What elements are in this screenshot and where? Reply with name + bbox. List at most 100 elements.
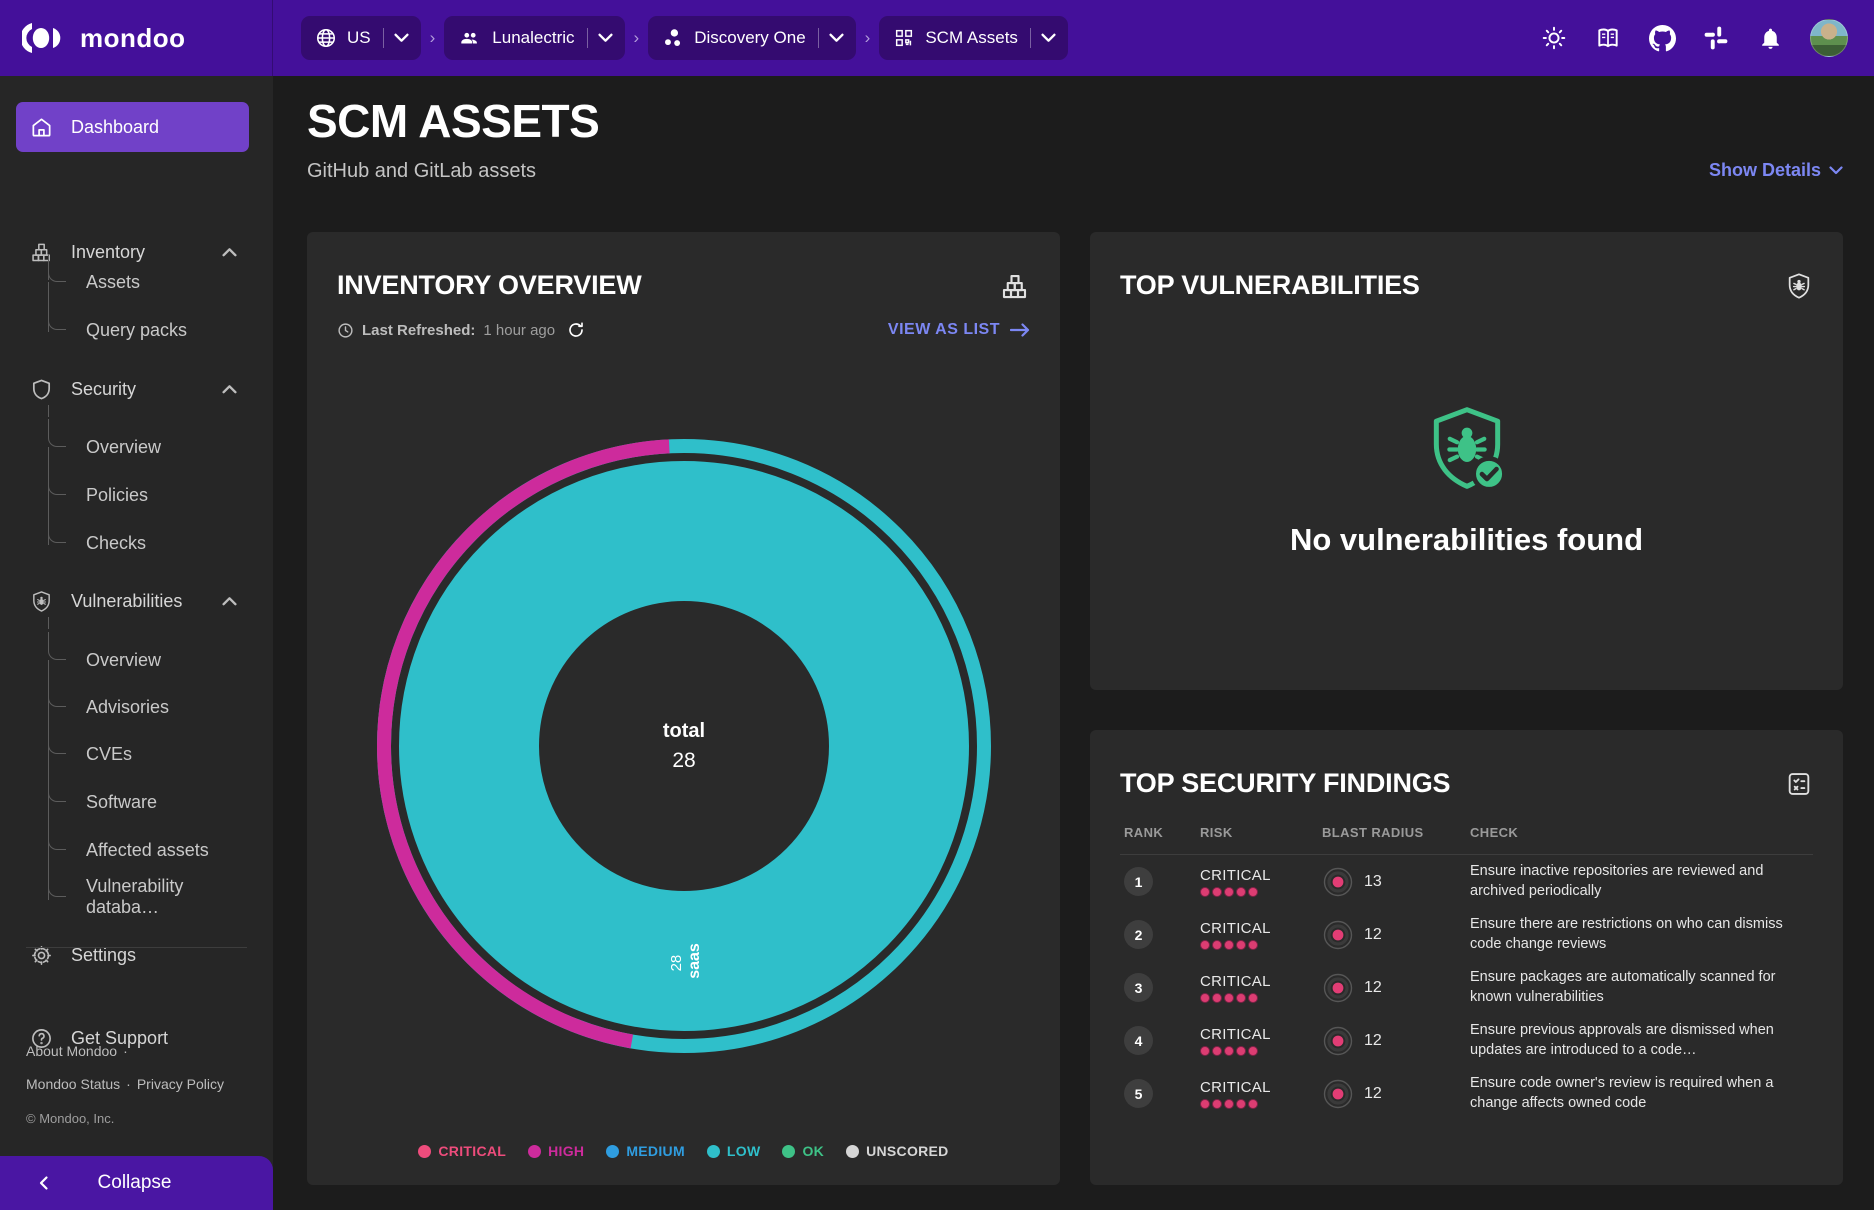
sidebar-item-inventory[interactable]: Inventory — [16, 228, 249, 280]
donut-center-label: total — [662, 720, 704, 742]
severity-dot — [1200, 939, 1210, 950]
check-description[interactable]: Ensure packages are automatically scanne… — [1470, 969, 1776, 1005]
column-header-blast-radius: BLAST RADIUS — [1322, 825, 1424, 840]
globe-icon — [315, 27, 337, 49]
sidebar-item-overview[interactable]: Overview — [16, 419, 249, 497]
notifications-bell-icon[interactable] — [1756, 24, 1784, 52]
page-subtitle: GitHub and GitLab assets — [307, 160, 537, 182]
tree-connector — [48, 679, 66, 707]
breadcrumb-chip-lunalectric[interactable]: Lunalectric — [444, 16, 625, 60]
blast-radius-value: 12 — [1364, 1031, 1382, 1049]
chevron-down-icon[interactable] — [829, 33, 844, 43]
sidebar-item-settings[interactable]: Settings — [16, 931, 249, 979]
legend-item-critical[interactable]: CRITICAL — [418, 1143, 506, 1159]
tree-connector — [48, 774, 66, 802]
sidebar-item-cves[interactable]: CVEs — [16, 726, 249, 804]
check-description[interactable]: Ensure code owner's review is required w… — [1470, 1075, 1774, 1111]
legend-dot — [706, 1144, 720, 1158]
severity-dot — [1224, 1045, 1234, 1056]
finding-row-2[interactable]: 2 CRITICAL 12 Ensure there are restrictions… — [1120, 908, 1813, 961]
breadcrumb-separator: › — [429, 28, 436, 47]
theme-toggle-icon[interactable] — [1540, 24, 1568, 52]
no-vulnerabilities-message: No vulnerabilities found — [1289, 522, 1644, 557]
docs-book-icon[interactable] — [1594, 24, 1622, 52]
chip-divider — [817, 28, 819, 48]
chevron-down-icon[interactable] — [597, 33, 613, 43]
severity-dot — [1248, 886, 1258, 897]
arrow-right-icon — [1010, 323, 1030, 337]
shield-icon — [30, 378, 53, 401]
risk-label: CRITICAL — [1200, 1025, 1271, 1043]
legend-item-unscored[interactable]: UNSCORED — [846, 1143, 949, 1159]
finding-row-1[interactable]: 1 CRITICAL 13 Ensure inactive repositories … — [1120, 855, 1813, 908]
inventory-boxes-icon — [1000, 271, 1030, 301]
tree-connector — [48, 869, 66, 897]
sidebar-item-vulnerabilities[interactable]: Vulnerabilities — [16, 577, 249, 629]
user-avatar[interactable] — [1810, 19, 1848, 57]
severity-dot — [1248, 1098, 1258, 1109]
help-icon — [30, 1027, 53, 1050]
breadcrumb-chip-scm-assets[interactable]: SCM Assets — [879, 16, 1068, 60]
chevron-down-icon[interactable] — [394, 33, 409, 43]
github-icon[interactable] — [1648, 24, 1676, 52]
sidebar-footer: About Mondoo · Mondoo Status · Privacy Polic… — [26, 1042, 226, 1127]
sidebar-item-get-support[interactable]: Get Support — [16, 1014, 249, 1062]
footer-link-mondoo-status[interactable]: Mondoo Status — [26, 1075, 121, 1092]
severity-dot — [1212, 886, 1222, 897]
sidebar-item-label: Settings — [71, 944, 137, 965]
check-description[interactable]: Ensure previous approvals are dismissed … — [1470, 1022, 1774, 1058]
sidebar-item-label: Dashboard — [71, 116, 160, 137]
sidebar-item-label: Query packs — [86, 319, 188, 340]
sidebar-item-label: Software — [86, 791, 158, 812]
legend-item-high[interactable]: HIGH — [528, 1143, 584, 1159]
refresh-icon[interactable] — [567, 321, 585, 339]
legend-item-ok[interactable]: OK — [782, 1143, 824, 1159]
check-description[interactable]: Ensure there are restrictions on who can… — [1470, 916, 1783, 952]
legend-label: CRITICAL — [438, 1143, 507, 1159]
no-vulnerabilities-state: No vulnerabilities found — [1090, 402, 1843, 558]
blast-radius-icon — [1322, 972, 1354, 1004]
footer-link-about-mondoo[interactable]: About Mondoo — [26, 1043, 118, 1059]
chevron-up-icon[interactable] — [222, 384, 237, 394]
blast-radius-value: 13 — [1364, 872, 1382, 890]
legend-item-low[interactable]: LOW — [706, 1143, 761, 1159]
legend-item-medium[interactable]: MEDIUM — [606, 1143, 685, 1159]
view-as-list-button[interactable]: VIEW AS LIST — [888, 321, 1030, 339]
footer-separator: · — [126, 1075, 131, 1092]
risk-label: CRITICAL — [1200, 866, 1271, 884]
footer-link-privacy-policy[interactable]: Privacy Policy — [136, 1075, 224, 1092]
finding-row-5[interactable]: 5 CRITICAL 12 Ensure code owner's review is… — [1120, 1067, 1813, 1120]
severity-dot — [1212, 992, 1222, 1003]
inventory-donut-chart[interactable]: total 28 28 saas — [369, 431, 999, 1061]
sidebar-divider — [26, 947, 247, 948]
chevron-up-icon[interactable] — [222, 247, 237, 257]
legend-label: OK — [802, 1143, 825, 1159]
sidebar-item-dashboard[interactable]: Dashboard — [16, 102, 249, 152]
slack-icon[interactable] — [1702, 24, 1730, 52]
shieldbug-icon — [30, 590, 53, 613]
collapse-button[interactable]: Collapse — [0, 1156, 273, 1210]
sidebar-item-overview[interactable]: Overview — [16, 632, 249, 710]
sidebar-item-policies[interactable]: Policies — [16, 467, 249, 545]
finding-row-4[interactable]: 4 CRITICAL 12 Ensure previous approvals are… — [1120, 1014, 1813, 1067]
breadcrumb-chip-us[interactable]: US — [301, 16, 421, 60]
breadcrumb-chip-discovery-one[interactable]: Discovery One — [648, 16, 856, 60]
finding-row-3[interactable]: 3 CRITICAL 12 Ensure packages are automatic… — [1120, 961, 1813, 1014]
sidebar-item-security[interactable]: Security — [16, 365, 249, 417]
sidebar-item-advisories[interactable]: Advisories — [16, 679, 249, 757]
chevron-down-icon[interactable] — [1041, 33, 1056, 43]
severity-dot — [1224, 992, 1234, 1003]
svg-text:28 saas: 28 saas — [668, 943, 703, 979]
sidebar-item-affected-assets[interactable]: Affected assets — [16, 822, 249, 900]
sidebar-item-software[interactable]: Software — [16, 774, 249, 852]
sidebar-item-assets[interactable]: Assets — [16, 254, 249, 332]
rank-badge: 2 — [1124, 920, 1153, 949]
tree-connector — [48, 515, 66, 543]
check-description[interactable]: Ensure inactive repositories are reviewe… — [1470, 863, 1764, 899]
sidebar-item-query-packs[interactable]: Query packs — [16, 302, 249, 354]
sidebar-item-label: Affected assets — [86, 839, 209, 860]
chevron-up-icon[interactable] — [222, 596, 237, 606]
show-details-button[interactable]: Show Details — [1709, 160, 1843, 181]
sidebar-item-checks[interactable]: Checks — [16, 515, 249, 567]
sidebar-item-vulnerability-databa[interactable]: Vulnerability databa… — [16, 869, 249, 921]
